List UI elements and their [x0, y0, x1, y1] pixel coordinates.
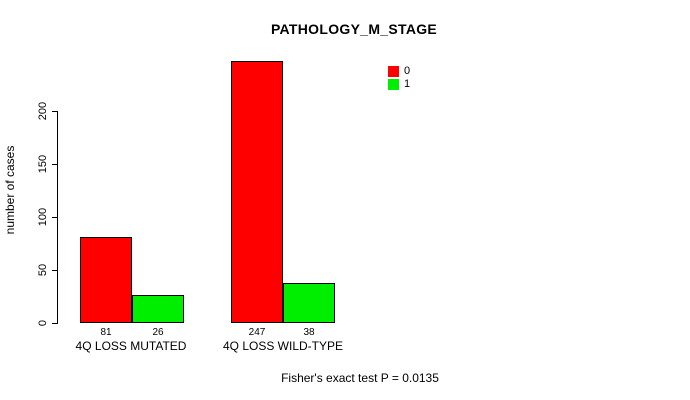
bar-series-1-4q-loss-wild-type — [283, 283, 335, 323]
legend-label-1: 1 — [404, 78, 411, 90]
y-tick-mark — [52, 164, 57, 165]
legend-label-0: 0 — [404, 65, 411, 77]
bar-value-label: 81 — [100, 327, 112, 338]
y-tick-label: 50 — [37, 263, 49, 277]
bar-series-0-4q-loss-wild-type — [231, 61, 283, 323]
category-label-mutated: 4Q LOSS MUTATED — [75, 339, 187, 353]
bar-value-label: 26 — [152, 327, 164, 338]
fisher-test-annotation: Fisher's exact test P = 0.0135 — [281, 371, 439, 385]
y-axis-line — [57, 111, 58, 324]
y-tick-label: 200 — [37, 101, 49, 121]
bar-value-label: 247 — [248, 327, 266, 338]
y-tick-label: 100 — [37, 207, 49, 227]
y-tick-label: 0 — [37, 319, 49, 327]
legend-swatch-red-icon — [388, 66, 399, 77]
y-tick-mark — [52, 217, 57, 218]
bar-value-label: 38 — [303, 327, 315, 338]
y-tick-mark — [52, 111, 57, 112]
y-tick-mark — [52, 323, 57, 324]
chart-title: PATHOLOGY_M_STAGE — [270, 21, 438, 37]
legend-swatch-green-icon — [388, 79, 399, 90]
y-tick-mark — [52, 270, 57, 271]
y-tick-label: 150 — [37, 154, 49, 174]
category-label-wild-type: 4Q LOSS WILD-TYPE — [222, 339, 344, 353]
bar-series-0-4q-loss-mutated — [80, 237, 132, 323]
y-axis-label: number of cases — [3, 145, 17, 235]
bar-series-1-4q-loss-mutated — [132, 295, 184, 323]
